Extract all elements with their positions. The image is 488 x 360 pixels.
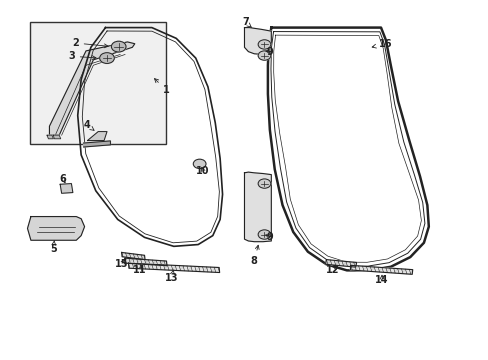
Polygon shape (128, 263, 219, 273)
Text: 5: 5 (50, 241, 57, 254)
Polygon shape (87, 132, 107, 140)
Polygon shape (349, 265, 412, 274)
Polygon shape (125, 258, 166, 266)
Text: 14: 14 (374, 275, 388, 285)
Polygon shape (49, 42, 135, 135)
Text: 15: 15 (115, 259, 128, 269)
Text: 9: 9 (265, 232, 273, 242)
Text: 13: 13 (164, 270, 178, 283)
Circle shape (258, 51, 270, 60)
Text: 6: 6 (60, 174, 66, 184)
Polygon shape (244, 172, 271, 242)
Text: 12: 12 (325, 265, 338, 275)
Circle shape (111, 41, 126, 52)
Circle shape (100, 53, 114, 63)
Polygon shape (349, 265, 412, 274)
Circle shape (258, 179, 270, 188)
Text: 10: 10 (196, 166, 209, 176)
Circle shape (258, 40, 270, 49)
Polygon shape (47, 135, 53, 139)
Bar (30, 22, 166, 144)
Polygon shape (325, 260, 356, 267)
Polygon shape (325, 260, 356, 267)
Polygon shape (244, 28, 271, 54)
Text: 1: 1 (154, 78, 169, 95)
Polygon shape (122, 252, 145, 260)
Polygon shape (125, 258, 166, 266)
Circle shape (193, 159, 205, 168)
Polygon shape (53, 135, 61, 139)
Text: 16: 16 (371, 39, 392, 49)
Text: 8: 8 (250, 245, 259, 266)
Text: 2: 2 (72, 38, 108, 48)
Polygon shape (83, 141, 110, 147)
Text: 9: 9 (265, 46, 273, 57)
Polygon shape (128, 263, 219, 273)
Circle shape (258, 230, 270, 239)
Polygon shape (27, 217, 84, 240)
Text: 4: 4 (84, 121, 94, 130)
Polygon shape (60, 184, 73, 193)
Polygon shape (122, 252, 145, 260)
Text: 7: 7 (242, 17, 251, 27)
Text: 3: 3 (68, 51, 96, 61)
Text: 11: 11 (133, 265, 146, 275)
